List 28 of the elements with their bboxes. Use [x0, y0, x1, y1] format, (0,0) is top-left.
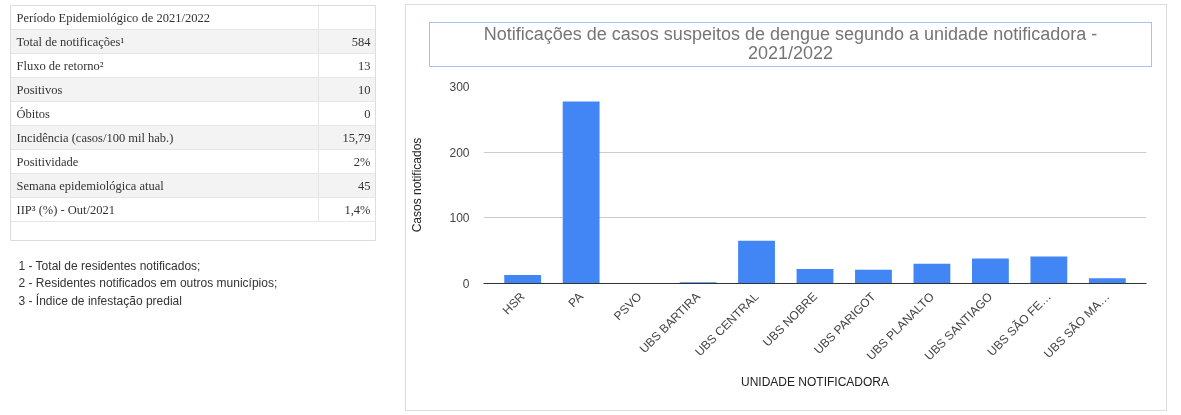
y-axis-title: Casos notificados: [410, 137, 425, 233]
chart-title: Notificações de casos suspeitos de dengue segundo a unidade notificadora - 2021/2022: [482, 24, 1099, 63]
category-label: Total de notificações¹: [16, 34, 125, 49]
text: 2 - Residentes notificados em outros municípios;: [18, 276, 278, 290]
text: 15,79: [342, 130, 371, 145]
text: 10: [358, 82, 371, 97]
text: 584: [351, 34, 371, 49]
category-label: Óbitos: [16, 106, 50, 121]
text: 0: [364, 106, 371, 121]
category-label: IIP³ (%) - Out/2021: [16, 202, 116, 217]
category-label: Positivos: [16, 82, 63, 97]
category-label: Incidência (casos/100 mil hab.): [16, 130, 174, 145]
text: 45: [358, 178, 371, 193]
category-label: Fluxo de retorno²: [16, 58, 104, 73]
y-tick-label: 200: [449, 145, 470, 160]
text: 13: [358, 58, 371, 73]
text: Período Epidemiológico de 2021/2022: [16, 10, 210, 25]
x-tick-label: PA: [565, 289, 587, 311]
text: 3 - Índice de infestação predial: [18, 292, 182, 308]
y-tick-label: 100: [449, 211, 470, 226]
y-tick-label: 300: [449, 80, 470, 94]
text: 1 - Total de residentes notificados;: [18, 258, 201, 273]
text: 1,4%: [344, 202, 371, 217]
category-label: Semana epidemiológica atual: [16, 178, 165, 193]
y-tick-label: 0: [462, 277, 470, 291]
text: 2%: [353, 154, 371, 169]
x-axis-title: UNIDADE NOTIFICADORA: [741, 375, 890, 390]
category-label: Positividade: [16, 154, 79, 169]
